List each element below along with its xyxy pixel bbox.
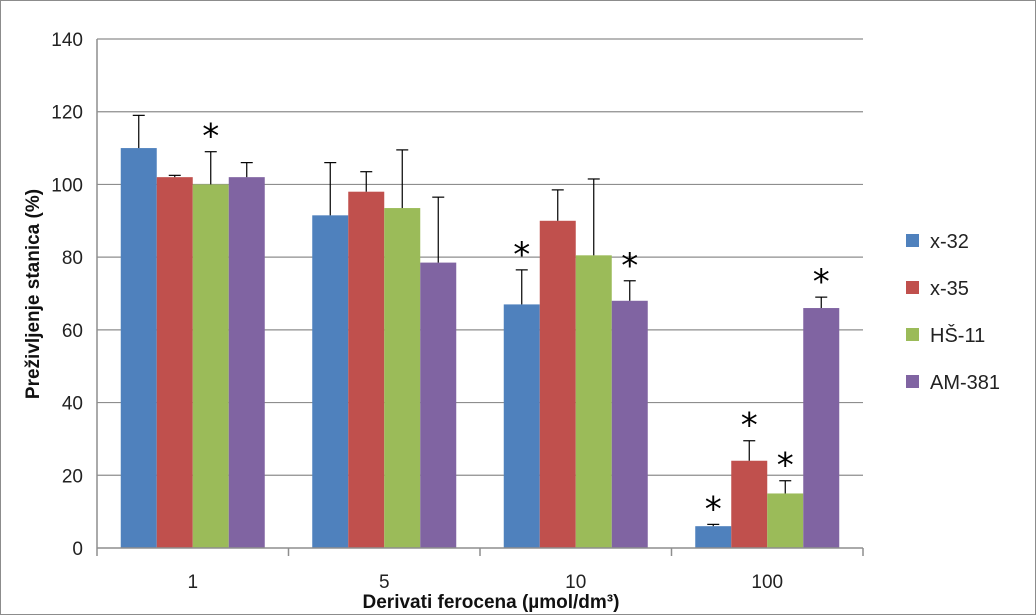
y-axis-title: Preživljenje stanica (%): [23, 189, 44, 399]
legend-swatch: [906, 234, 919, 247]
y-tick-label: 100: [51, 175, 83, 196]
legend-swatch: [906, 375, 919, 388]
bar-h-11-10: [575, 255, 612, 548]
bar-x-35-100: [731, 460, 768, 548]
bar-x-35-10: [539, 220, 576, 549]
y-tick-label: 40: [62, 394, 83, 415]
legend-label: AM-381: [930, 372, 1000, 394]
y-tick-labels: 0 20 40 60 80 100 120 140: [51, 30, 83, 560]
x-tick-label: 5: [379, 572, 390, 593]
x-tick-label: 100: [751, 572, 783, 593]
significance-star: *: [741, 406, 758, 446]
legend-label: x-32: [930, 231, 969, 253]
y-tick-label: 80: [62, 248, 83, 269]
axes: [96, 39, 864, 556]
x-tick-labels: 1 5 10 100: [187, 572, 783, 593]
bar-am-381-1: [228, 177, 265, 548]
significance-star: *: [705, 489, 722, 529]
y-tick-label: 0: [72, 539, 83, 560]
x-tick-label: 10: [565, 572, 586, 593]
bar-am-381-100: [803, 308, 840, 548]
legend-label: HŠ-11: [930, 324, 985, 347]
error-bars: [132, 114, 828, 527]
bar-am-381-5: [420, 262, 457, 548]
bar-x-35-5: [348, 191, 385, 548]
y-tick-label: 60: [62, 321, 83, 342]
significance-star: *: [813, 262, 830, 302]
bar-x-32-5: [312, 215, 349, 548]
bar-x-32-100: [695, 526, 732, 548]
bar-h-11-5: [384, 208, 421, 548]
bars: [120, 148, 840, 549]
bar-am-381-10: [611, 300, 648, 548]
significance-markers: * * * * * * *: [202, 117, 830, 530]
x-axis-title: Derivati ferocena (µmol/dm³): [363, 592, 620, 613]
bar-h-11-100: [767, 493, 804, 548]
significance-star: *: [202, 117, 219, 157]
bar-h-11-1: [192, 184, 229, 548]
legend: x-32 x-35 HŠ-11 AM-381: [906, 231, 1000, 394]
y-tick-label: 20: [62, 466, 83, 487]
y-tick-label: 120: [51, 103, 83, 124]
legend-label: x-35: [930, 278, 969, 300]
legend-swatch: [906, 281, 919, 294]
x-tick-label: 1: [187, 572, 198, 593]
bar-x-32-1: [120, 148, 157, 549]
legend-swatch: [906, 328, 919, 341]
bar-x-32-10: [503, 304, 540, 548]
y-tick-label: 140: [51, 30, 83, 51]
significance-star: *: [621, 246, 638, 286]
significance-star: *: [777, 446, 794, 486]
bar-x-35-1: [156, 177, 193, 548]
significance-star: *: [513, 235, 530, 275]
